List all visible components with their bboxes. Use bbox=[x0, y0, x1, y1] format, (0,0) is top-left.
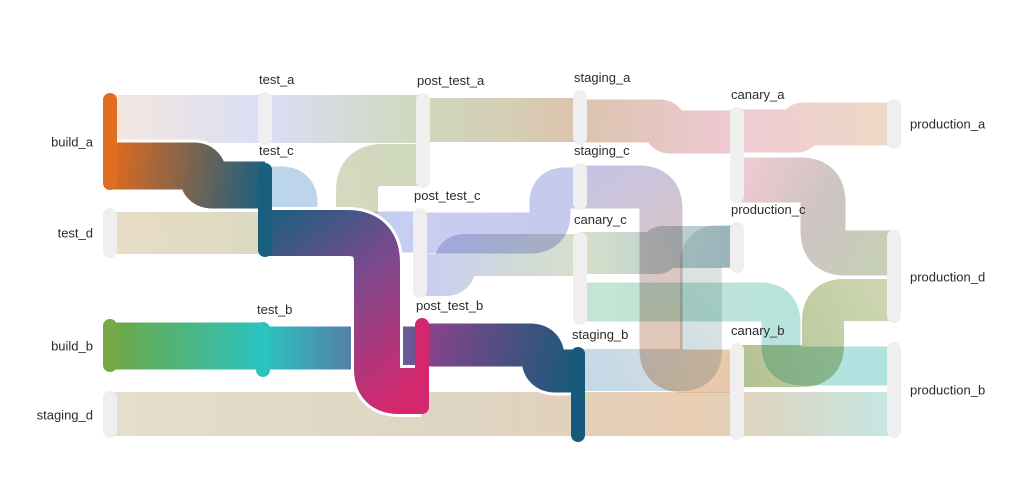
node-label-post_test_b: post_test_b bbox=[416, 298, 484, 313]
flow-test_c-to-post_test_b bbox=[265, 210, 421, 414]
flow-canary_b-to-production_d bbox=[737, 279, 894, 387]
node-production_c bbox=[730, 222, 744, 273]
node-staging_a bbox=[573, 90, 587, 145]
node-label-canary_c: canary_c bbox=[574, 212, 627, 227]
node-label-staging_b: staging_b bbox=[572, 327, 629, 342]
node-label-test_c: test_c bbox=[259, 143, 294, 158]
node-canary_a bbox=[730, 107, 744, 203]
node-label-test_b: test_b bbox=[257, 302, 293, 317]
node-label-post_test_a: post_test_a bbox=[417, 73, 485, 88]
node-build_b bbox=[103, 319, 117, 372]
node-test_d bbox=[103, 208, 117, 258]
flow-canary_a-to-production_d bbox=[737, 157, 894, 276]
node-label-build_a: build_a bbox=[51, 134, 93, 149]
node-staging_c bbox=[573, 163, 587, 210]
node-label-production_d: production_d bbox=[910, 269, 986, 284]
flow-staging_c-to-canary_b bbox=[580, 165, 737, 393]
node-test_b bbox=[256, 322, 270, 377]
node-test_a bbox=[258, 92, 272, 145]
node-label-canary_b: canary_b bbox=[731, 323, 785, 338]
node-post_test_b bbox=[415, 318, 429, 414]
flow-post_test_c-to-canary_c bbox=[420, 234, 580, 296]
node-label-production_c: production_c bbox=[731, 202, 806, 217]
node-label-production_b: production_b bbox=[910, 382, 986, 398]
node-label-canary_a: canary_a bbox=[731, 87, 785, 102]
flow-post_test_c-to-staging_c bbox=[420, 167, 580, 254]
node-build_a bbox=[103, 93, 117, 190]
node-label-test_a: test_a bbox=[259, 72, 295, 87]
flow-canary_a-to-production_a bbox=[737, 102, 894, 153]
node-label-production_a: production_a bbox=[910, 116, 986, 132]
node-staging_d bbox=[103, 391, 117, 438]
node-production_d bbox=[887, 230, 901, 323]
node-label-build_b: build_b bbox=[51, 338, 93, 353]
flow-build_a-to-test_c bbox=[110, 142, 265, 209]
node-canary_b bbox=[730, 343, 744, 440]
flow-post_test_b-to-staging_b bbox=[422, 323, 578, 393]
node-post_test_a bbox=[416, 93, 430, 188]
node-production_a bbox=[887, 99, 901, 149]
node-canary_c bbox=[573, 232, 587, 325]
node-label-test_d: test_d bbox=[57, 225, 93, 241]
node-label-staging_d: staging_d bbox=[36, 407, 93, 422]
node-post_test_c bbox=[413, 208, 427, 298]
node-production_b bbox=[887, 342, 901, 438]
node-label-staging_a: staging_a bbox=[574, 70, 631, 85]
node-staging_b bbox=[571, 347, 585, 442]
node-test_c bbox=[258, 163, 272, 257]
node-label-staging_c: staging_c bbox=[574, 143, 630, 158]
node-label-post_test_c: post_test_c bbox=[414, 188, 481, 203]
flow-staging_a-to-canary_a bbox=[580, 99, 737, 154]
